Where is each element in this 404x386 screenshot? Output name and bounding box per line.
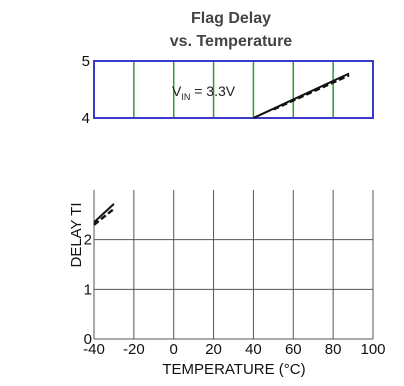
upper-plot-frame: [93, 60, 374, 119]
chart-title-line2: vs. Temperature: [170, 33, 293, 50]
vin-annotation-rest: = 3.3V: [190, 83, 235, 99]
x-tick-label: -20: [123, 341, 145, 358]
lower-y-tick-label: 1: [84, 281, 92, 298]
chart-title-line1: Flag Delay: [191, 10, 271, 27]
vin-annotation-main: V: [172, 83, 182, 99]
y-axis-title: DELAY TI: [68, 202, 85, 267]
vin-annotation: VIN = 3.3V: [172, 83, 236, 102]
upper-y-tick-label: 4: [82, 110, 90, 127]
lower-y-ticks: 0 1 2: [84, 232, 92, 348]
lower-y-tick-label: 0: [84, 331, 92, 348]
x-tick-label: 100: [360, 341, 385, 358]
x-tick-label: 40: [245, 341, 262, 358]
lower-series-line: [93, 207, 115, 226]
x-ticks: -40 -20 0 20 40 60 80 100: [83, 341, 385, 358]
x-tick-label: 60: [285, 341, 302, 358]
lower-grid: [93, 190, 374, 340]
vin-annotation-sub: IN: [181, 92, 190, 102]
upper-grid: [133, 61, 334, 118]
upper-series-line: [272, 74, 350, 111]
x-tick-label: 0: [170, 341, 178, 358]
upper-y-ticks: 45: [82, 53, 90, 127]
upper-y-tick-label: 5: [82, 53, 90, 70]
upper-panel: 45 VIN = 3.3V: [82, 53, 374, 127]
x-axis-title: TEMPERATURE (°C): [162, 361, 305, 378]
x-tick-label: -40: [83, 341, 105, 358]
x-tick-label: 80: [325, 341, 342, 358]
upper-series: [252, 72, 350, 119]
lower-y-tick-label: 2: [84, 232, 92, 249]
lower-series: [93, 203, 115, 226]
lower-panel: 0 1 2 -40 -20 0 20 40 60 80 100 DELAY TI TEMPERAT…: [68, 190, 386, 378]
lower-series-line: [93, 203, 115, 224]
x-tick-label: 20: [205, 341, 222, 358]
